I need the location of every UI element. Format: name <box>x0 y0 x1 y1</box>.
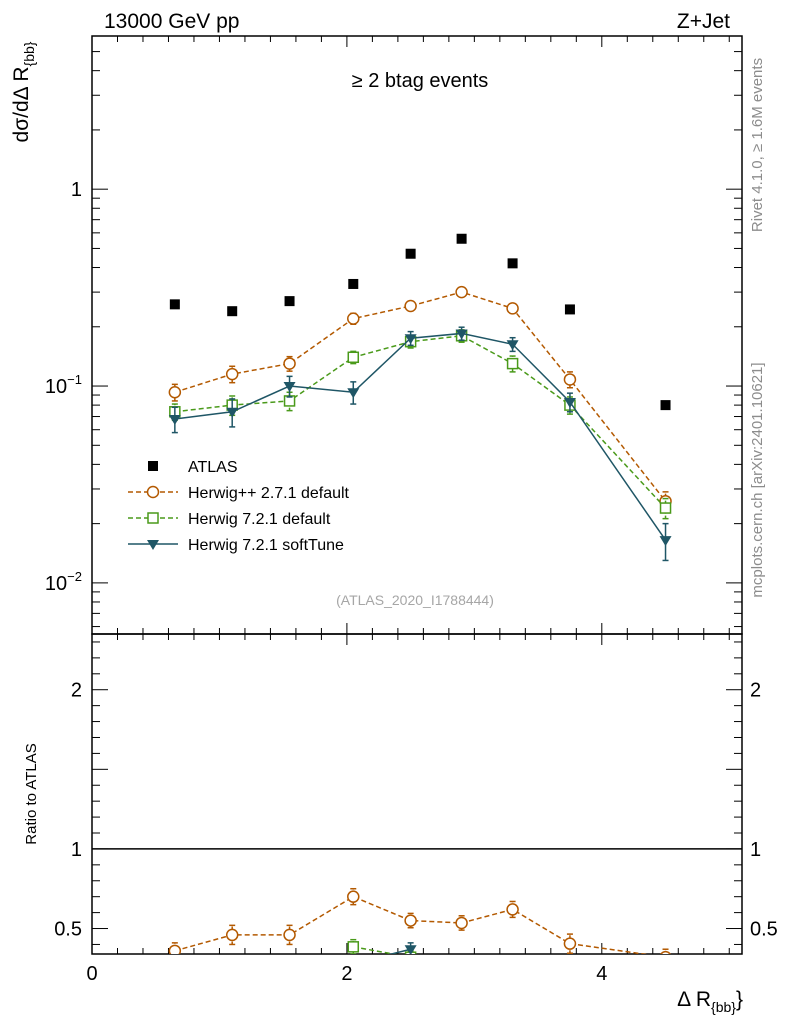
ratio-data-point <box>225 928 239 942</box>
main-data-point <box>456 233 467 244</box>
ratio-series-2 <box>388 942 417 954</box>
header-left: 13000 GeV pp <box>104 10 239 33</box>
ratio-data-point <box>404 914 417 927</box>
legend-label: Herwig++ 2.7.1 default <box>188 485 350 502</box>
ratio-data-point <box>347 941 360 953</box>
ratio-y-tick-label: 2 <box>71 680 82 702</box>
ratio-series-line <box>174 895 649 954</box>
main-data-point <box>348 278 359 289</box>
main-data-point <box>168 385 182 399</box>
x-tick-label: 0 <box>86 963 97 985</box>
analysis-watermark: (ATLAS_2020_I1788444) <box>336 592 494 608</box>
main-data-point <box>284 296 295 307</box>
ratio-data-point <box>347 890 360 903</box>
main-data-point <box>283 382 296 393</box>
main-data-point <box>563 373 577 386</box>
legend-label: ATLAS <box>188 459 238 476</box>
header-right: Z+Jet <box>677 10 730 33</box>
main-data-point <box>226 407 239 418</box>
main-data-point <box>347 312 360 325</box>
mcplots-label: mcplots.cern.ch [arXiv:2401.10621] <box>749 362 766 597</box>
main-data-point <box>168 415 181 426</box>
ratio-data-point <box>455 916 468 930</box>
ratio-plot-frame <box>91 633 743 955</box>
main-data-point <box>506 340 519 351</box>
ratio-y-tick-label-right: 0.5 <box>750 919 778 941</box>
main-data-point <box>506 302 519 315</box>
ratio-series-line <box>353 946 398 954</box>
main-data-point <box>564 304 575 315</box>
main-data-point <box>405 248 416 259</box>
main-data-point <box>563 397 576 408</box>
ratio-y-tick-label: 0.5 <box>54 919 82 941</box>
ratio-data-point <box>563 937 577 950</box>
main-data-point <box>347 351 360 364</box>
main-ylabel: dσ/dΔ R{bb} <box>10 41 37 142</box>
ratio-y-tick-label: 1 <box>71 839 82 861</box>
main-series-line <box>174 335 667 509</box>
legend-marker <box>146 485 160 499</box>
main-data-point <box>659 502 672 514</box>
main-series-0 <box>169 233 671 411</box>
ratio-data-point <box>404 945 417 954</box>
main-data-point <box>455 285 468 299</box>
main-series-line <box>174 332 667 541</box>
legend-marker <box>147 540 159 550</box>
main-data-point <box>347 388 360 399</box>
main-data-point <box>455 329 468 340</box>
main-data-point <box>404 299 417 313</box>
legend-marker <box>148 461 158 471</box>
ratio-data-point <box>283 928 296 942</box>
main-data-point <box>225 367 239 381</box>
main-series-line <box>174 291 667 502</box>
main-data-point <box>283 357 296 370</box>
main-title: ≥ 2 btag events <box>352 70 489 92</box>
ratio-y-tick-label-right: 1 <box>750 839 761 861</box>
main-data-point <box>506 357 519 370</box>
main-data-point <box>659 536 672 547</box>
ratio-data-point <box>168 944 182 954</box>
y-tick-label: 10−2 <box>45 569 82 595</box>
ratio-series-line <box>388 948 411 954</box>
main-data-point <box>404 334 417 345</box>
main-data-point <box>660 400 671 411</box>
ratio-ylabel: Ratio to ATLAS <box>23 743 40 844</box>
main-data-point <box>169 299 180 310</box>
ratio-series-0 <box>168 887 671 954</box>
ratio-y-tick-label-right: 2 <box>750 680 761 702</box>
y-tick-label: 1 <box>71 179 82 201</box>
y-tick-label: 10−1 <box>45 372 82 398</box>
legend-marker <box>147 512 159 524</box>
ratio-data-point <box>506 903 519 916</box>
x-tick-label: 4 <box>596 963 607 985</box>
legend-label: Herwig 7.2.1 default <box>188 511 331 528</box>
main-data-point <box>227 306 238 317</box>
main-data-point <box>507 258 518 269</box>
rivet-label: Rivet 4.1.0, ≥ 1.6M events <box>749 58 766 232</box>
ratio-series-1 <box>347 938 417 954</box>
main-series-3 <box>168 326 672 562</box>
main-series-1 <box>168 285 672 513</box>
ratio-data-point <box>660 950 671 954</box>
x-axis-label: Δ R{bb}} <box>677 988 743 1015</box>
legend-label: Herwig 7.2.1 softTune <box>188 537 344 554</box>
x-tick-label: 2 <box>341 963 352 985</box>
